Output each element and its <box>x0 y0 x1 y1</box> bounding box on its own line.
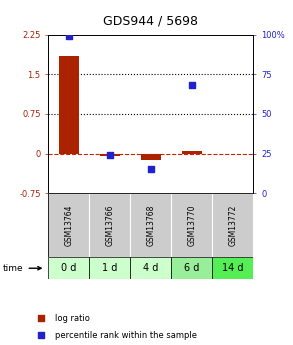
Text: 14 d: 14 d <box>222 263 244 273</box>
Bar <box>212 193 253 257</box>
Point <box>38 315 43 321</box>
Bar <box>48 193 89 257</box>
Text: GSM13770: GSM13770 <box>188 204 196 246</box>
Text: GSM13768: GSM13768 <box>146 205 155 246</box>
Point <box>149 167 153 172</box>
Bar <box>141 154 161 160</box>
Text: 4 d: 4 d <box>143 263 159 273</box>
Text: 6 d: 6 d <box>184 263 200 273</box>
Text: GSM13766: GSM13766 <box>105 204 114 246</box>
Point <box>67 33 71 39</box>
Bar <box>130 193 171 257</box>
Bar <box>171 257 212 279</box>
Text: 0 d: 0 d <box>61 263 76 273</box>
Point <box>190 82 194 88</box>
Text: 1 d: 1 d <box>102 263 117 273</box>
Bar <box>212 257 253 279</box>
Point <box>38 333 43 338</box>
Text: GSM13764: GSM13764 <box>64 204 73 246</box>
Bar <box>89 193 130 257</box>
Text: time: time <box>3 264 23 273</box>
Text: GDS944 / 5698: GDS944 / 5698 <box>103 14 198 28</box>
Bar <box>182 151 202 154</box>
Text: log ratio: log ratio <box>55 314 90 323</box>
Bar <box>48 257 89 279</box>
Text: GSM13772: GSM13772 <box>229 205 237 246</box>
Point <box>108 152 112 158</box>
Bar <box>89 257 130 279</box>
Bar <box>59 56 79 154</box>
Text: percentile rank within the sample: percentile rank within the sample <box>55 331 197 340</box>
Bar <box>130 257 171 279</box>
Bar <box>100 154 120 156</box>
Bar <box>171 193 212 257</box>
